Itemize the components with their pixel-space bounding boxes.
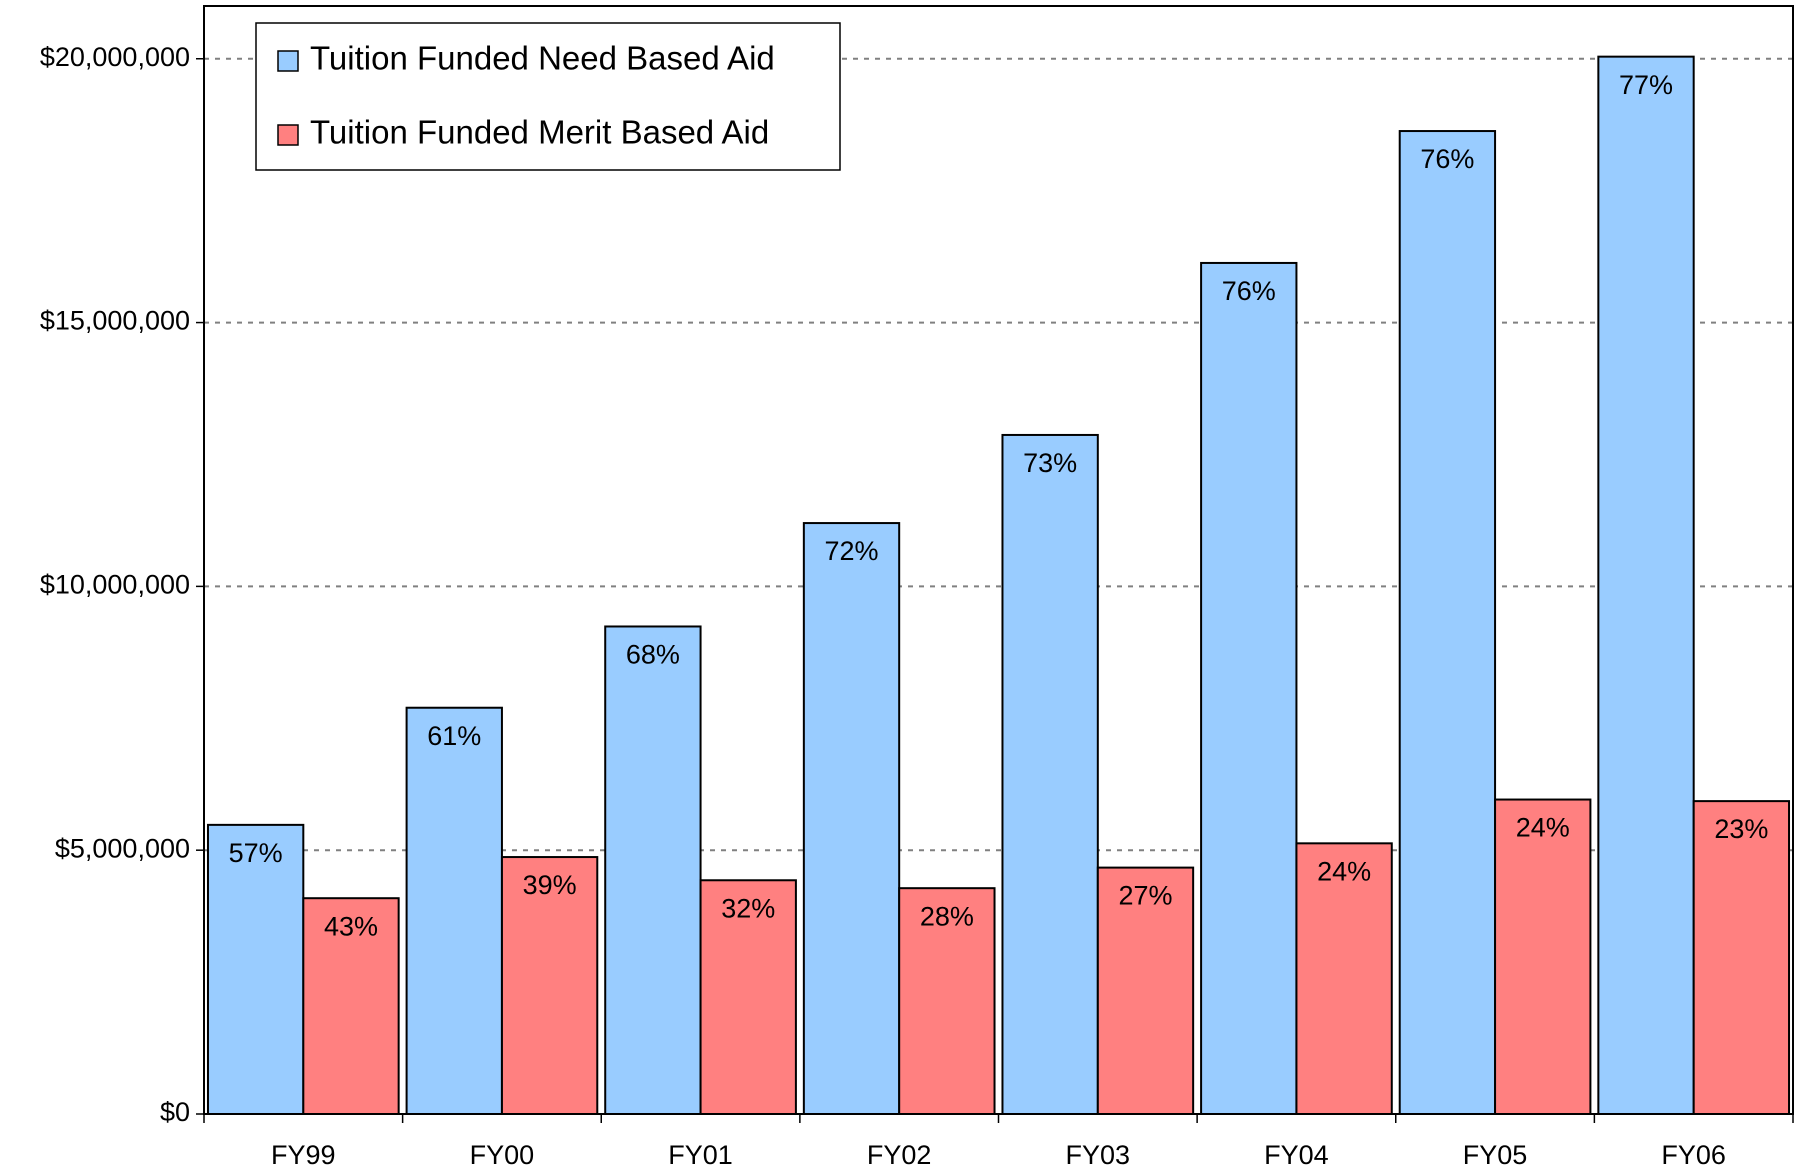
data-label: 61% bbox=[427, 721, 481, 751]
bar bbox=[500, 856, 599, 1115]
data-label: 39% bbox=[523, 870, 577, 900]
data-label: 72% bbox=[824, 536, 878, 566]
data-label: 73% bbox=[1023, 448, 1077, 478]
y-tick-label: $5,000,000 bbox=[55, 833, 190, 863]
data-label: 43% bbox=[324, 911, 378, 941]
x-tick-label: FY03 bbox=[1066, 1140, 1131, 1170]
bar bbox=[1597, 55, 1695, 1115]
data-label: 24% bbox=[1516, 813, 1570, 843]
plot-border bbox=[203, 5, 1794, 1115]
bar bbox=[302, 897, 400, 1115]
bar bbox=[1001, 433, 1099, 1115]
y-tick-label: $20,000,000 bbox=[40, 42, 190, 72]
x-tick-label: FY02 bbox=[867, 1140, 932, 1170]
legend-label: Tuition Funded Merit Based Aid bbox=[310, 114, 769, 151]
data-label: 32% bbox=[721, 893, 775, 923]
data-label: 27% bbox=[1118, 881, 1172, 911]
bar bbox=[802, 522, 901, 1115]
data-label: 76% bbox=[1222, 276, 1276, 306]
bar bbox=[405, 706, 503, 1115]
bar bbox=[1494, 798, 1592, 1115]
data-label: 68% bbox=[626, 640, 680, 670]
bar bbox=[1096, 866, 1195, 1116]
x-tick-label: FY01 bbox=[668, 1140, 733, 1170]
x-tick-label: FY06 bbox=[1661, 1140, 1726, 1170]
bar bbox=[1692, 800, 1791, 1115]
data-label: 24% bbox=[1317, 856, 1371, 886]
bar bbox=[898, 887, 996, 1116]
x-tick-label: FY99 bbox=[271, 1140, 336, 1170]
y-tick-label: $15,000,000 bbox=[40, 306, 190, 336]
data-label: 23% bbox=[1714, 814, 1768, 844]
x-tick-label: FY05 bbox=[1463, 1140, 1528, 1170]
data-label: 57% bbox=[229, 838, 283, 868]
legend-swatch bbox=[277, 124, 299, 146]
x-tick-label: FY04 bbox=[1264, 1140, 1329, 1170]
data-label: 76% bbox=[1420, 144, 1474, 174]
bar bbox=[1200, 261, 1298, 1115]
bar bbox=[206, 823, 305, 1115]
data-label: 77% bbox=[1619, 70, 1673, 100]
y-tick-label: $10,000,000 bbox=[40, 570, 190, 600]
y-tick-label: $0 bbox=[160, 1097, 190, 1127]
bar bbox=[604, 625, 702, 1115]
legend-box bbox=[255, 22, 841, 171]
legend-swatch bbox=[277, 50, 299, 72]
legend-label: Tuition Funded Need Based Aid bbox=[310, 40, 775, 77]
x-tick-label: FY00 bbox=[470, 1140, 535, 1170]
bar bbox=[1398, 130, 1497, 1115]
data-label: 28% bbox=[920, 901, 974, 931]
